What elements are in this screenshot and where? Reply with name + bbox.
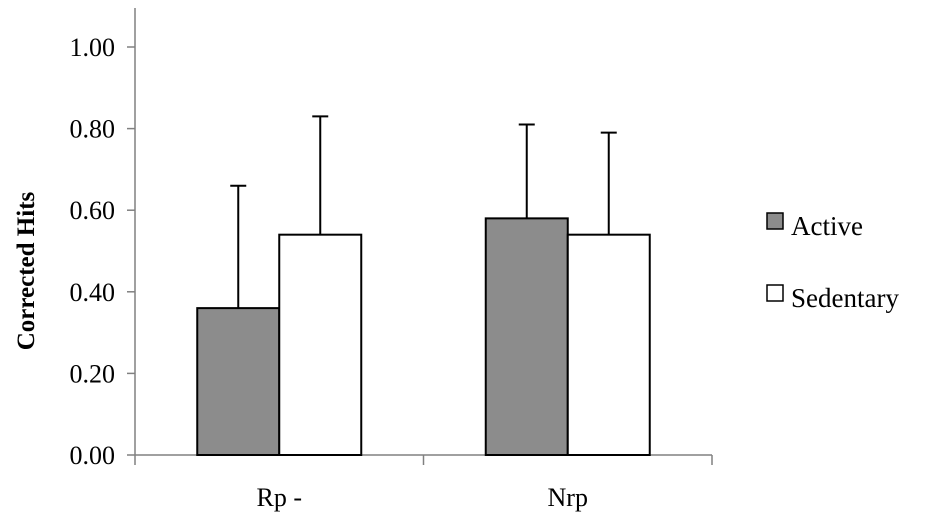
legend-swatch-sedentary — [766, 284, 784, 302]
legend: Active Sedentary — [766, 211, 899, 313]
legend-label-active: Active — [791, 211, 863, 241]
bar-sedentary-1 — [566, 233, 651, 456]
bar-active-1 — [484, 217, 569, 456]
error-bars — [230, 115, 617, 309]
axis-labels: 0.00 0.20 0.40 0.60 0.80 1.00 Rp - Nrp Corrected… — [13, 33, 588, 512]
y-tick-label: 0.40 — [70, 278, 116, 307]
bar-active-0 — [196, 307, 281, 456]
legend-swatch-active — [766, 212, 784, 230]
y-tick-label: 1.00 — [70, 33, 116, 62]
y-tick-label: 0.00 — [70, 441, 116, 470]
y-tick-label: 0.80 — [70, 115, 116, 144]
x-category-label: Nrp — [548, 483, 588, 512]
y-axis-title: Corrected Hits — [13, 191, 40, 350]
x-category-label: Rp - — [257, 483, 303, 512]
y-tick-label: 0.20 — [70, 359, 116, 388]
y-tick-label: 0.60 — [70, 196, 116, 225]
legend-label-sedentary: Sedentary — [791, 283, 899, 313]
bar-sedentary-0 — [278, 233, 363, 456]
bars — [196, 217, 651, 456]
